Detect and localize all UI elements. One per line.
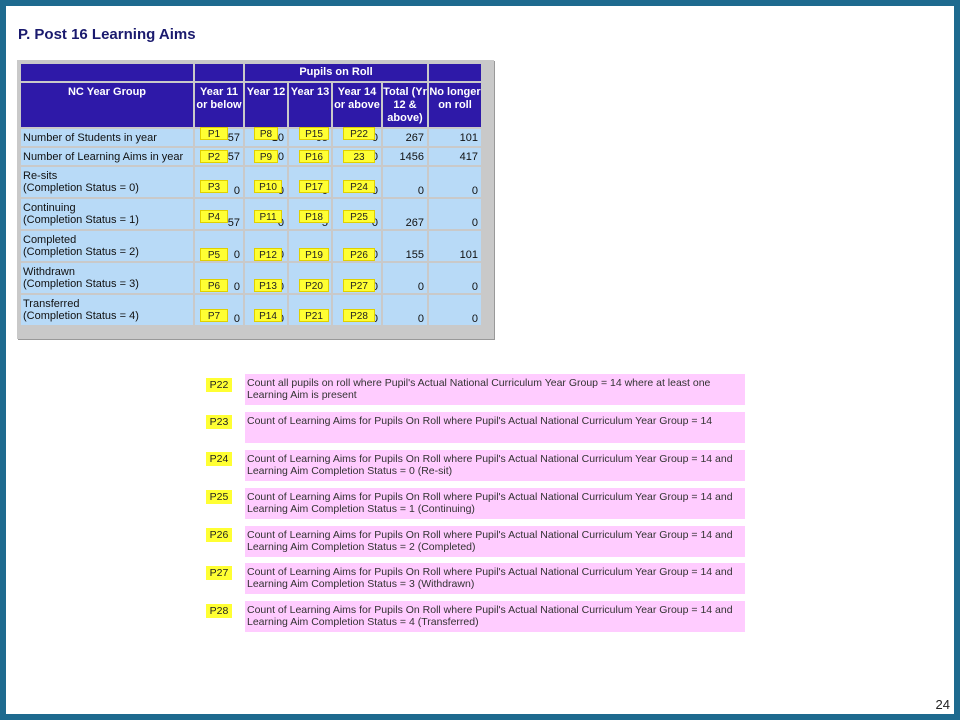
definition-tag: P22 xyxy=(206,378,232,392)
table-cell: 0 xyxy=(383,263,427,293)
definition-tag: P25 xyxy=(206,490,232,504)
definition-text: Count of Learning Aims for Pupils On Rol… xyxy=(245,412,745,443)
cell-tag: P6 xyxy=(200,279,228,292)
row-label-main: Re-sits xyxy=(23,170,58,182)
table-row: Transferred (Completion Status = 4) 0 0 0… xyxy=(21,295,481,325)
row-label-main: Completed xyxy=(23,234,77,246)
cell-tag: P18 xyxy=(299,210,329,223)
table-cell: 101 xyxy=(429,129,481,146)
table-cell: 0 xyxy=(429,295,481,325)
table-row: Re-sits(Completion Status = 0) 0 0 0 0 0… xyxy=(21,167,481,197)
cell-tag: P15 xyxy=(299,127,329,140)
definition-tag: P24 xyxy=(206,452,232,466)
table-cell: 0 xyxy=(383,167,427,197)
table-grid: Pupils on Roll NC Year Group Year 11 or … xyxy=(19,62,483,327)
table-cell: 155 xyxy=(383,231,427,261)
table-row: Number of Learning Aims in year 57 0 05 … xyxy=(21,148,481,165)
row-label: Re-sits (Completion Status = 0) xyxy=(21,167,193,197)
cell-tag: P8 xyxy=(254,127,278,140)
row-label: Withdrawn (Completion Status = 3) xyxy=(21,263,193,293)
row-label: Continuing (Completion Status = 1) xyxy=(21,199,193,229)
cell-tag: P16 xyxy=(299,150,329,163)
row-label: Number of Students in year xyxy=(21,129,193,146)
definition-text: Count of Learning Aims for Pupils On Rol… xyxy=(245,601,745,632)
definition-text: Count all pupils on roll where Pupil's A… xyxy=(245,374,745,405)
cell-tag: P13 xyxy=(254,279,282,292)
cell-tag: P12 xyxy=(254,248,282,261)
cell-tag: P24 xyxy=(343,180,375,193)
cell-tag: P19 xyxy=(299,248,329,261)
cell-tag: P7 xyxy=(200,309,228,322)
table-cell: 0 xyxy=(429,167,481,197)
table-row: Withdrawn(Completion Status = 3) 0 0 0 0… xyxy=(21,263,481,293)
cell-tag: P22 xyxy=(343,127,375,140)
col-header: Year 12 xyxy=(245,83,287,127)
row-label-sub: (Completion Status = 3) xyxy=(23,278,139,290)
cell-tag: P10 xyxy=(254,180,282,193)
table-cell: 101 xyxy=(429,231,481,261)
col-header: No longer on roll xyxy=(429,83,481,127)
cell-tag: P3 xyxy=(200,180,228,193)
definition-text: Count of Learning Aims for Pupils On Rol… xyxy=(245,563,745,594)
page-number: 24 xyxy=(935,697,950,712)
nc-year-group-header: NC Year Group xyxy=(21,83,193,127)
cell-tag: P20 xyxy=(299,279,329,292)
page-title: P. Post 16 Learning Aims xyxy=(18,26,196,43)
definition-text: Count of Learning Aims for Pupils On Rol… xyxy=(245,450,745,481)
pupils-on-roll-header: Pupils on Roll xyxy=(245,64,427,81)
table-row: Continuing (Completion Status = 1) 57 0 5… xyxy=(21,199,481,229)
row-label: Completed (Completion Status = 2) xyxy=(21,231,193,261)
table-cell: 267 xyxy=(383,129,427,146)
cell-tag: P2 xyxy=(200,150,228,163)
cell-tag: P21 xyxy=(299,309,329,322)
col-header: Total (Yr 12 & above) xyxy=(383,83,427,127)
cell-tag: P14 xyxy=(254,309,282,322)
cell-tag: P5 xyxy=(200,248,228,261)
header-spacer xyxy=(195,64,243,81)
definition-text: Count of Learning Aims for Pupils On Rol… xyxy=(245,526,745,557)
definition-tag: P23 xyxy=(206,415,232,429)
row-label-main: Transferred xyxy=(23,298,80,310)
header-spacer xyxy=(429,64,481,81)
table-cell: 267 xyxy=(383,199,427,229)
cell-tag: P4 xyxy=(200,210,228,223)
definition-tag: P27 xyxy=(206,566,232,580)
definition-text: Count of Learning Aims for Pupils On Rol… xyxy=(245,488,745,519)
table-row: Number of Students in year 57 10 05 0 26… xyxy=(21,129,481,146)
col-header: Year 13 xyxy=(289,83,331,127)
table-cell: 0 xyxy=(429,263,481,293)
col-header: Year 11 or below xyxy=(195,83,243,127)
row-label-sub: (Completion Status = 2) xyxy=(23,246,139,258)
cell-tag: P11 xyxy=(254,210,282,223)
header-spacer xyxy=(21,64,193,81)
definition-tag: P26 xyxy=(206,528,232,542)
row-label-sub: (Completion Status = 0) xyxy=(23,182,139,194)
definition-tag: P28 xyxy=(206,604,232,618)
row-label-sub: (Completion Status = 4) xyxy=(23,310,139,322)
cell-tag: 23 xyxy=(343,150,375,163)
table-cell: 0 xyxy=(383,295,427,325)
cell-tag: P1 xyxy=(200,127,228,140)
table-cell: 417 xyxy=(429,148,481,165)
learning-aims-table: Pupils on Roll NC Year Group Year 11 or … xyxy=(17,60,494,339)
row-label-sub: (Completion Status = 1) xyxy=(23,214,139,226)
cell-tag: P26 xyxy=(343,248,375,261)
col-header: Year 14 or above xyxy=(333,83,381,127)
table-cell: 1456 xyxy=(383,148,427,165)
row-label-main: Withdrawn xyxy=(23,266,75,278)
table-row: Completed(Completion Status = 2) 0 0 0 0… xyxy=(21,231,481,261)
cell-tag: P25 xyxy=(343,210,375,223)
row-label-main: Continuing xyxy=(23,202,76,214)
row-label: Number of Learning Aims in year xyxy=(21,148,193,165)
row-label: Transferred (Completion Status = 4) xyxy=(21,295,193,325)
table-cell: 0 xyxy=(429,199,481,229)
cell-tag: P27 xyxy=(343,279,375,292)
cell-tag: P28 xyxy=(343,309,375,322)
cell-tag: P9 xyxy=(254,150,278,163)
cell-tag: P17 xyxy=(299,180,329,193)
